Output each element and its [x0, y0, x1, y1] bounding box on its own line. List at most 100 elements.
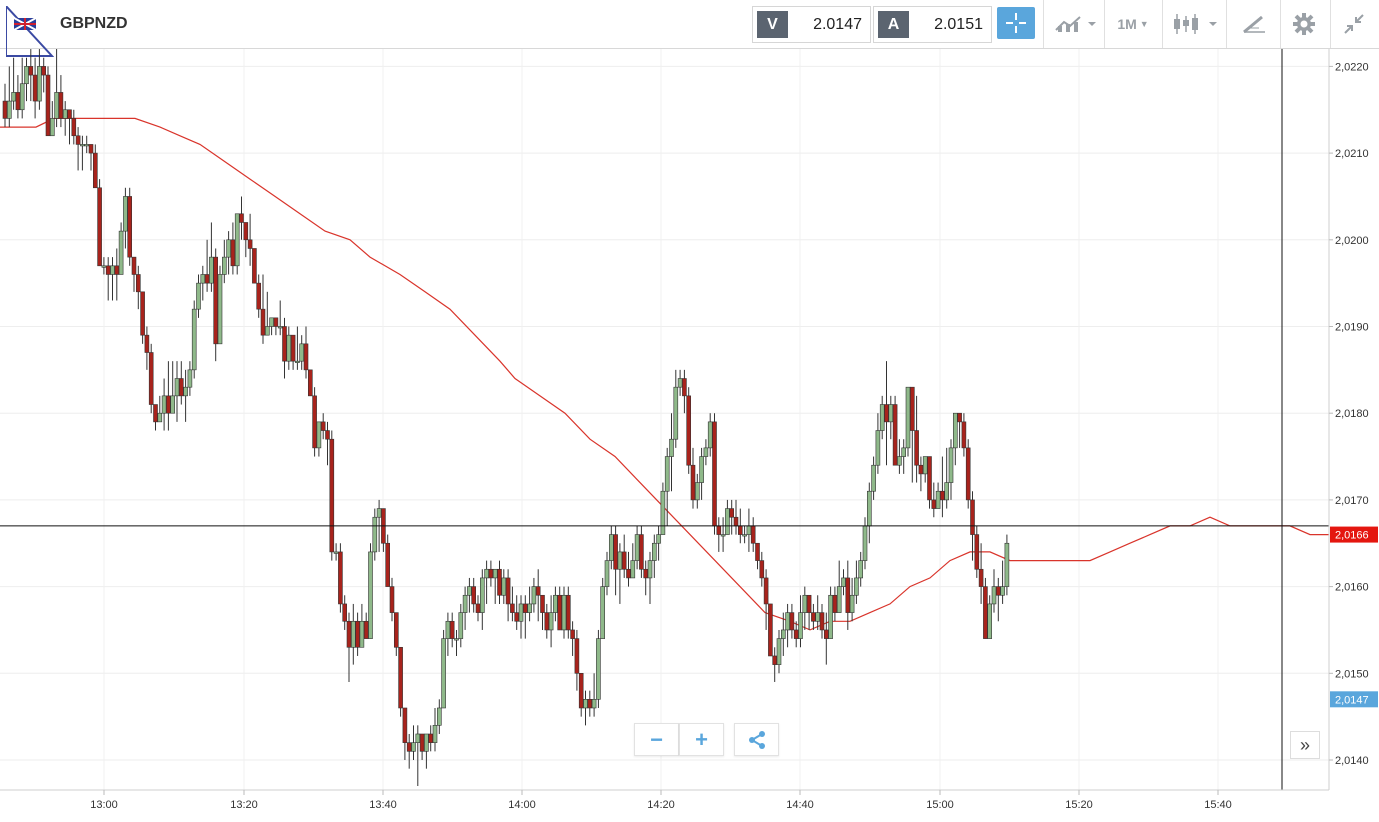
time-tick-label: 13:40: [369, 799, 397, 811]
candle: [105, 257, 111, 301]
candle-body: [333, 551, 339, 554]
candle: [148, 343, 154, 414]
candle-body: [342, 603, 348, 622]
candlestick-chart[interactable]: 2,0140 2,0150 2,0160 2,0170 2,0180 2,0190 2,02…: [0, 49, 1379, 822]
candle-body: [11, 92, 16, 102]
draw-button[interactable]: [1232, 6, 1276, 41]
candle-body: [531, 586, 537, 605]
candle-body: [776, 638, 782, 665]
candle-body: [983, 586, 988, 639]
time-tick-label: 14:20: [647, 799, 675, 811]
candle: [729, 499, 735, 535]
bid-label: V: [757, 11, 788, 38]
candle-body: [458, 612, 464, 639]
candle-body: [424, 733, 429, 752]
timeframe-button[interactable]: 1M ▼: [1110, 6, 1156, 41]
candle: [634, 525, 640, 570]
candle-body: [793, 629, 799, 639]
candle: [217, 265, 223, 345]
scroll-to-latest-button[interactable]: »: [1290, 731, 1320, 759]
candle-body: [290, 334, 296, 362]
candle-body: [836, 586, 842, 613]
candle: [204, 239, 210, 292]
candle: [927, 456, 932, 509]
candle: [862, 517, 868, 570]
candle: [136, 265, 141, 310]
candle: [798, 595, 803, 648]
candle: [854, 560, 859, 604]
candle: [41, 57, 47, 93]
candle-body: [243, 222, 249, 241]
share-button[interactable]: [734, 723, 779, 756]
candle-body: [510, 603, 515, 613]
candle: [170, 361, 175, 414]
candle-body: [222, 256, 227, 275]
candle: [273, 317, 279, 336]
zoom-in-button[interactable]: +: [679, 723, 724, 756]
candle: [686, 387, 692, 474]
candle-body: [970, 499, 975, 535]
candle-body: [664, 456, 670, 492]
price-tick-label: 2,0170: [1335, 495, 1369, 507]
candle-body: [93, 152, 98, 189]
candle-body: [583, 699, 588, 709]
candle-body: [699, 456, 704, 483]
candle: [303, 326, 309, 379]
candle: [84, 135, 89, 154]
settings-button[interactable]: [1284, 6, 1324, 41]
candle: [759, 551, 765, 587]
candle-body: [703, 447, 709, 457]
candle-body: [987, 603, 993, 639]
candle-body: [118, 230, 124, 275]
candles-button[interactable]: [1168, 6, 1222, 41]
ask-price-box[interactable]: A 2.0151: [873, 6, 992, 43]
candle: [226, 231, 231, 275]
candle-body: [140, 291, 145, 336]
candle-body: [978, 568, 984, 587]
candle: [630, 543, 636, 579]
candle-body: [196, 282, 201, 310]
candle: [574, 629, 580, 691]
candle-body: [37, 66, 42, 102]
candle: [690, 447, 696, 509]
candle-body: [828, 594, 833, 639]
candle: [510, 586, 515, 622]
candle-body: [854, 577, 859, 596]
collapse-button[interactable]: [1334, 6, 1374, 41]
candle: [157, 395, 163, 423]
chart-type-icon: [1055, 15, 1096, 32]
candle: [282, 317, 287, 379]
chart-type-button[interactable]: [1048, 6, 1100, 41]
zoom-out-button[interactable]: −: [634, 723, 679, 756]
candle: [871, 456, 876, 500]
candle: [11, 57, 16, 110]
candle: [866, 482, 872, 544]
candle: [565, 586, 571, 639]
price-tick-label: 2,0160: [1335, 582, 1369, 594]
candle: [755, 542, 760, 570]
candle: [19, 57, 25, 119]
candle-body: [931, 499, 937, 509]
candle-body: [651, 542, 657, 561]
ask-price: 2.0151: [934, 16, 983, 33]
toolbar-divider: [1226, 0, 1227, 48]
candle-body: [565, 594, 571, 631]
candle: [540, 594, 545, 630]
time-tick-label: 13:20: [230, 799, 258, 811]
candle-body: [514, 612, 520, 622]
candle-body: [415, 733, 421, 743]
candle-body: [823, 629, 829, 639]
candle-body: [944, 482, 950, 501]
candle-body: [518, 603, 524, 622]
candle: [935, 482, 941, 509]
candle-body: [75, 135, 81, 145]
candle: [879, 395, 885, 440]
candle: [71, 109, 77, 145]
candle-body: [819, 612, 825, 631]
candle: [965, 439, 971, 509]
candle-body: [952, 412, 958, 449]
bid-price-box[interactable]: V 2.0147: [752, 6, 871, 43]
crosshair-button[interactable]: [997, 7, 1035, 39]
candle: [819, 603, 825, 639]
candle: [325, 421, 330, 466]
